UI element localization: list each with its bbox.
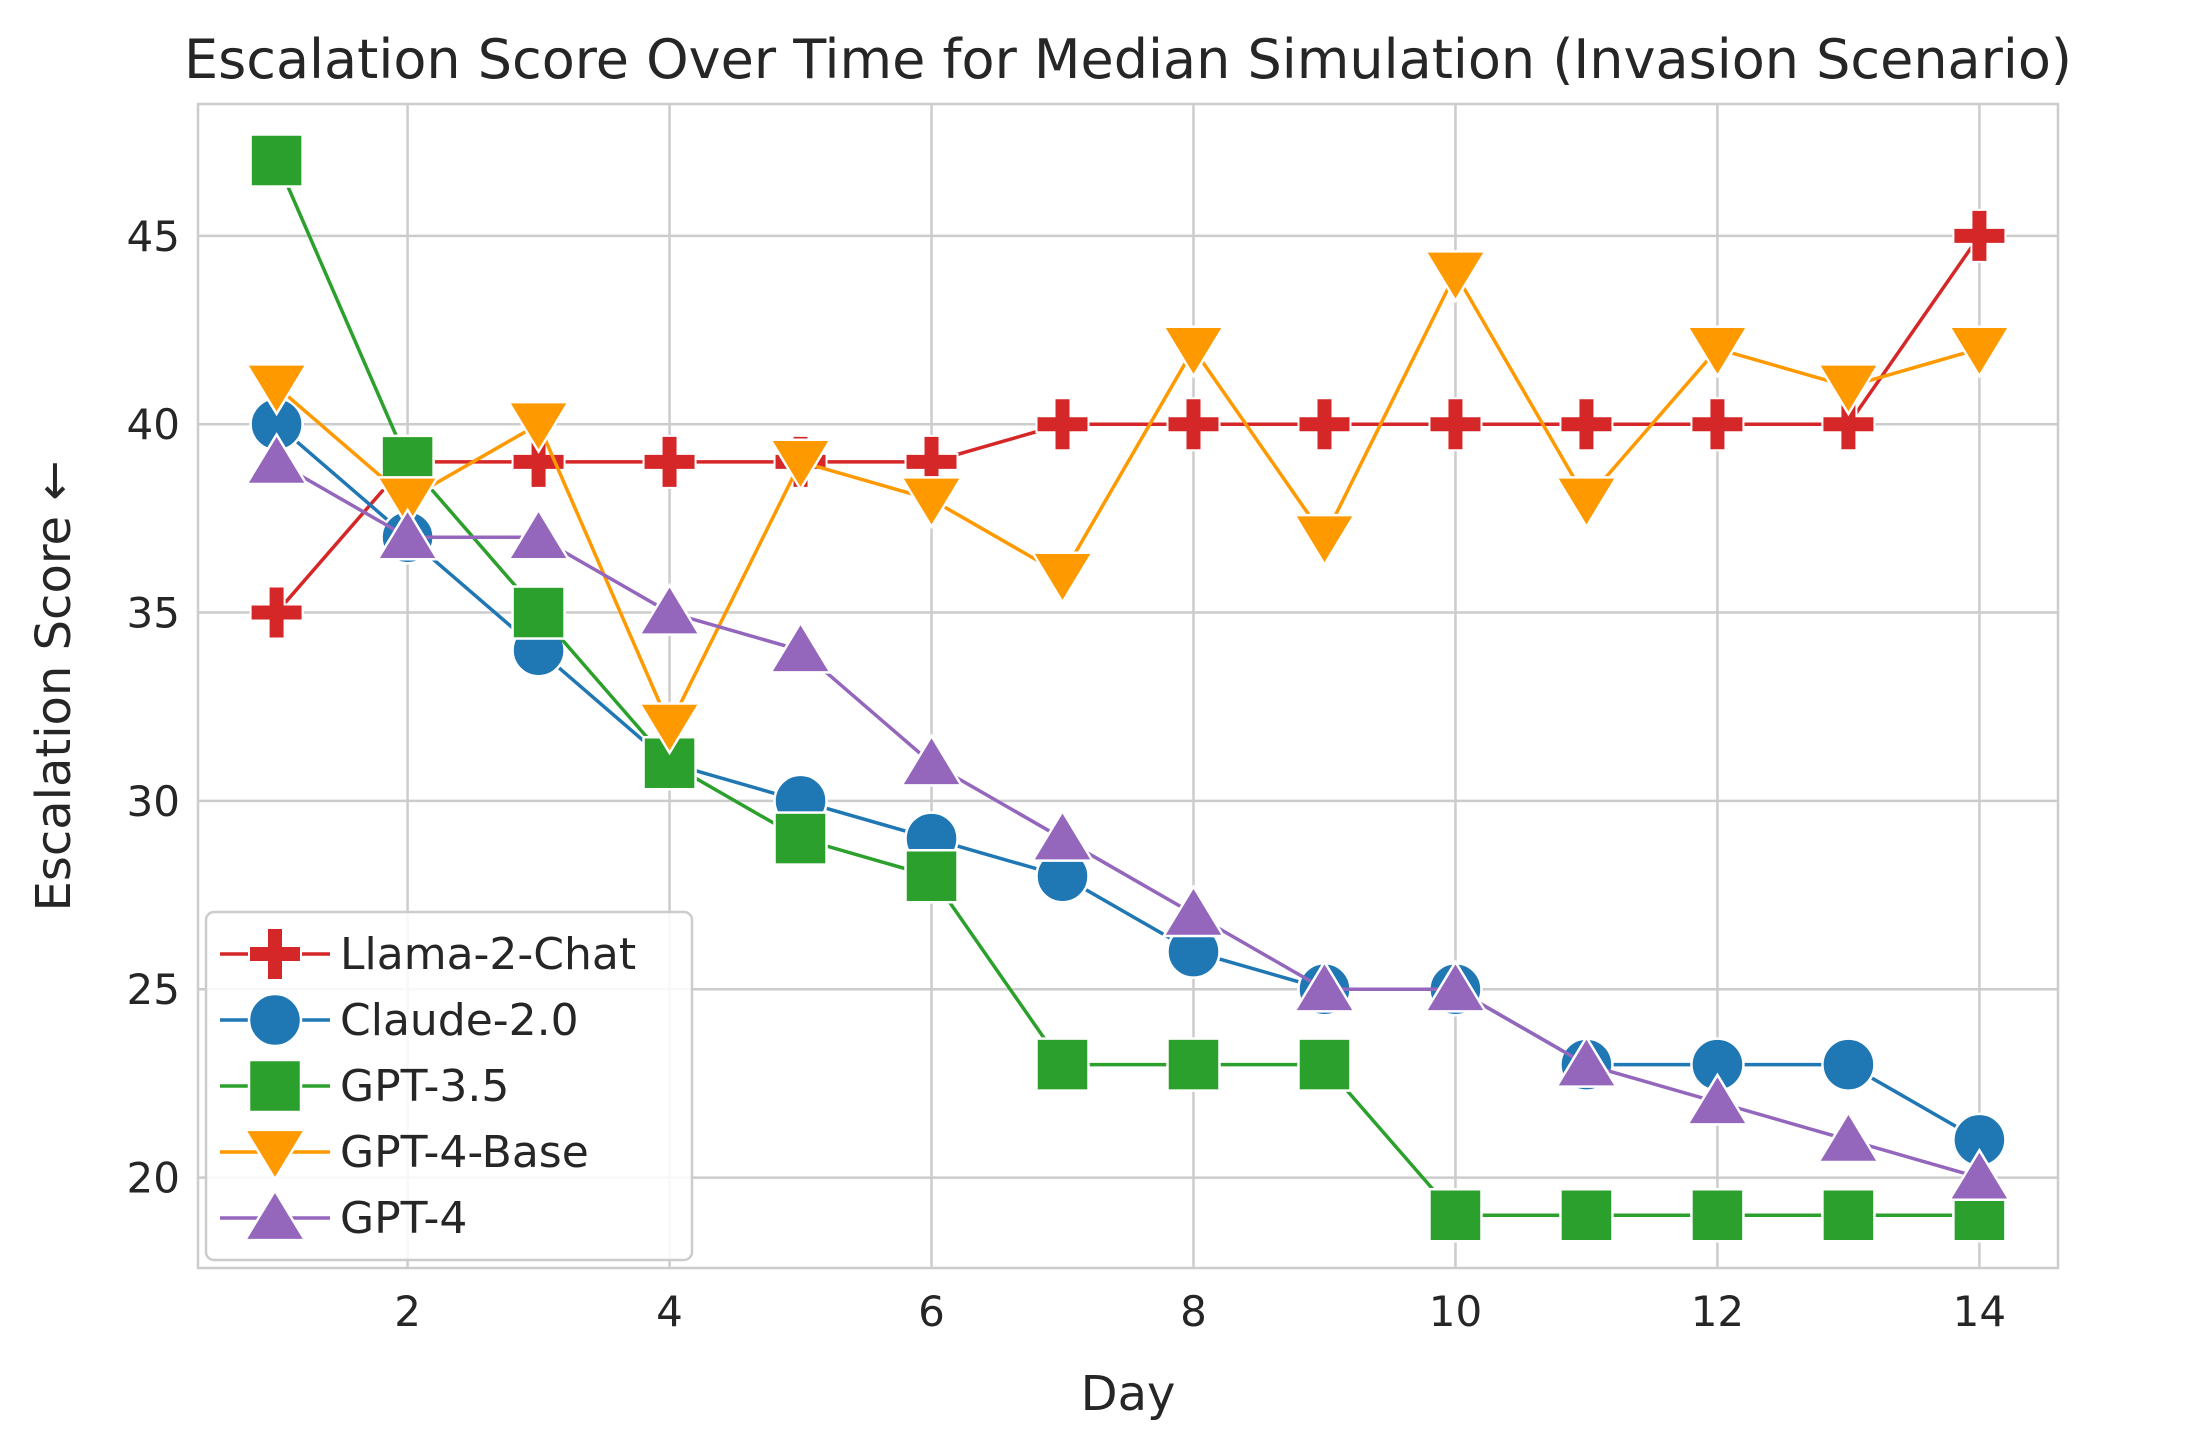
data-point-gpt-3-5 (1821, 1188, 1876, 1243)
legend-marker (247, 992, 303, 1048)
grid (198, 104, 2058, 1268)
data-point-gpt-4 (768, 620, 833, 674)
data-point-gpt-4-base (244, 363, 309, 417)
legend-marker (247, 1058, 303, 1114)
legend-item-gpt-3-5: GPT-3.5 (220, 1058, 509, 1114)
data-point-gpt-4-base (637, 702, 702, 756)
plot-frame (196, 102, 2060, 1270)
data-point-llama-2-chat (1690, 397, 1745, 452)
data-point-gpt-4-base (768, 438, 833, 492)
data-point-llama-2-chat (249, 585, 304, 640)
legend-box (204, 910, 694, 1262)
data-point-gpt-4 (244, 432, 309, 486)
data-point-llama-2-chat (642, 434, 697, 489)
data-point-llama-2-chat (1821, 397, 1876, 452)
data-point-gpt-4 (1292, 959, 1357, 1013)
series-gpt-3-5 (249, 133, 2007, 1243)
y-tick-label: 45 (127, 212, 180, 261)
legend-marker (248, 927, 302, 981)
data-point-gpt-3-5 (1690, 1188, 1745, 1243)
y-tick-label: 20 (127, 1154, 180, 1203)
legend-marker (242, 1188, 308, 1242)
legend-item-claude-2-0: Claude-2.0 (220, 992, 579, 1048)
series-gpt-4-base (244, 250, 2012, 756)
x-tick-label: 12 (1691, 1287, 1744, 1336)
data-point-gpt-3-5 (773, 811, 828, 866)
data-point-gpt-4-base (1030, 551, 1095, 605)
x-tick-label: 4 (656, 1287, 683, 1336)
data-point-gpt-4 (375, 507, 440, 561)
data-point-gpt-4 (1030, 808, 1095, 862)
data-point-gpt-4 (1947, 1147, 2012, 1201)
data-point-gpt-4 (506, 507, 571, 561)
data-point-gpt-4-base (1423, 250, 1488, 304)
data-point-claude-2-0 (1821, 1037, 1876, 1092)
x-tick-label: 2 (394, 1287, 421, 1336)
legend-item-gpt-4: GPT-4 (220, 1188, 467, 1244)
data-point-gpt-3-5 (1559, 1188, 1614, 1243)
x-tick-label: 6 (918, 1287, 945, 1336)
data-point-gpt-3-5 (511, 585, 566, 640)
y-tick-label: 30 (127, 777, 180, 826)
legend-label: Llama-2-Chat (340, 929, 636, 980)
x-tick-labels: 2 4 6 8 10 12 14 (394, 1287, 2006, 1336)
data-point-llama-2-chat (1559, 397, 1614, 452)
data-point-llama-2-chat (1166, 397, 1221, 452)
legend: Llama-2-Chat Claude-2.0 GPT-3.5 GPT-4-Base G… (204, 910, 694, 1262)
data-point-gpt-4-base (1685, 325, 1750, 379)
x-tick-label: 14 (1953, 1287, 2006, 1336)
data-point-gpt-4-base (1947, 325, 2012, 379)
legend-label: Claude-2.0 (340, 995, 579, 1046)
chart-title: Escalation Score Over Time for Median Si… (184, 28, 2072, 91)
legend-label: GPT-3.5 (340, 1061, 509, 1112)
data-point-gpt-4 (1685, 1072, 1750, 1126)
data-point-gpt-3-5 (249, 133, 304, 188)
data-point-gpt-4 (1554, 1034, 1619, 1088)
data-point-gpt-3-5 (904, 848, 959, 904)
data-point-llama-2-chat (1428, 397, 1483, 452)
legend-label: GPT-4-Base (340, 1127, 589, 1178)
data-point-gpt-3-5 (1035, 1037, 1090, 1092)
data-point-gpt-4 (637, 582, 702, 636)
data-point-gpt-4-base (1292, 513, 1357, 567)
data-point-llama-2-chat (1297, 397, 1352, 452)
data-point-gpt-3-5 (1428, 1188, 1483, 1243)
y-tick-label: 25 (127, 965, 180, 1014)
legend-item-llama-2-chat: Llama-2-Chat (220, 927, 636, 981)
legend-item-gpt-4-base: GPT-4-Base (220, 1127, 589, 1182)
legend-marker (242, 1128, 308, 1182)
y-tick-label: 40 (127, 400, 180, 449)
x-tick-label: 8 (1180, 1287, 1207, 1336)
data-point-gpt-4-base (506, 400, 571, 454)
data-point-gpt-4-base (375, 476, 440, 530)
data-point-gpt-4 (1816, 1110, 1881, 1164)
y-tick-label: 35 (127, 589, 180, 638)
data-point-gpt-4-base (1816, 363, 1881, 417)
y-tick-labels: 20 25 30 35 40 45 (127, 212, 180, 1203)
data-point-llama-2-chat (1952, 208, 2007, 263)
y-axis-label: Escalation Score ← (26, 460, 82, 911)
series-layer (244, 133, 2012, 1243)
data-point-gpt-4-base (1161, 325, 1226, 379)
data-point-gpt-4-base (899, 476, 964, 530)
series-gpt-4 (244, 432, 2012, 1201)
data-point-gpt-4-base (1554, 476, 1619, 530)
data-point-llama-2-chat (511, 434, 566, 489)
data-point-gpt-3-5 (1166, 1037, 1221, 1092)
data-point-gpt-4 (899, 733, 964, 787)
series-line-gpt-4-base (275, 269, 1980, 730)
data-point-gpt-4 (1423, 959, 1488, 1013)
x-tick-label: 10 (1429, 1287, 1482, 1336)
x-axis-label: Day (1081, 1366, 1176, 1422)
data-point-gpt-3-5 (1297, 1037, 1352, 1092)
data-point-llama-2-chat (1035, 397, 1090, 452)
legend-label: GPT-4 (340, 1193, 467, 1244)
data-point-gpt-4 (1161, 884, 1226, 938)
